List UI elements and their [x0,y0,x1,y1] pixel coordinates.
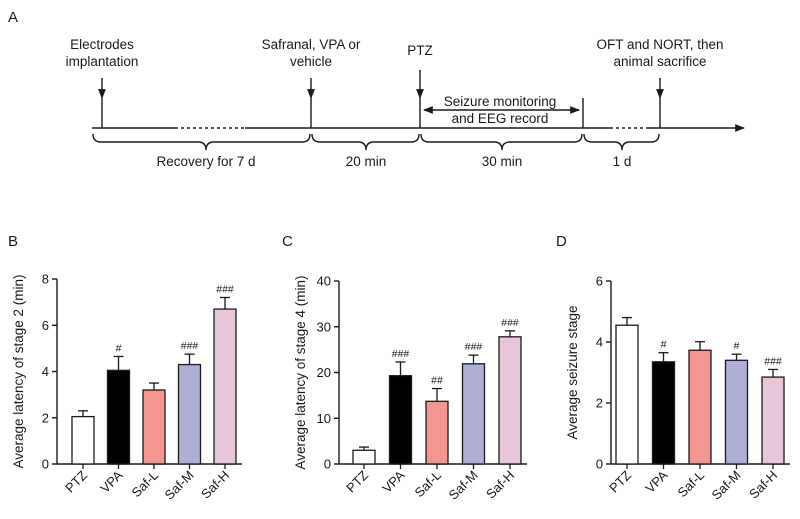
x-tick-label: Saf-L [675,468,708,501]
x-tick-label: Saf-H [198,468,232,502]
chart-latency-stage4: 0 10 20 30 40 Average latency of stage 4 (min… [293,274,527,503]
event-3-line1: PTZ [407,43,433,58]
bar-vpa [106,369,131,465]
significance-mark: ## [431,375,443,387]
x-tick-label: VPA [379,467,408,496]
bar-vpa [651,361,676,465]
y-tick-label: 8 [42,272,49,287]
y-tick-label: 4 [42,364,49,379]
bar-saf-l [425,400,449,465]
y-tick-label: 0 [596,457,603,472]
significance-mark: ### [764,355,782,367]
brace-20min [311,133,420,151]
bar-ptz [352,449,376,465]
monitoring-line2: and EEG record [452,111,549,126]
x-tick-label: VPA [642,467,671,496]
x-tick-label: Saf-M [708,468,743,503]
y-tick-label: 4 [596,335,603,350]
y-tick-label: 2 [596,396,603,411]
y-tick-label: 6 [596,274,603,289]
x-tick-label: Saf-H [746,468,780,502]
bar-saf-h [761,376,785,465]
significance-mark: # [116,342,122,354]
y-axis-label: Average seizure stage [565,305,580,439]
x-tick-label: PTZ [606,467,634,495]
y-tick-label: 20 [317,365,331,380]
x-tick-label: Saf-M [161,468,196,503]
bar-saf-l [142,389,166,465]
panel-label-d: D [556,233,567,250]
y-tick-label: 30 [317,319,331,334]
interval-recovery: Recovery for 7 d [156,154,255,169]
x-tick-label: Saf-L [129,468,162,501]
x-tick-label: PTZ [343,467,371,495]
brace-30min [420,133,583,151]
interval-1d: 1 d [613,154,632,169]
y-axis-label: Average latency of stage 2 (min) [11,274,26,468]
x-tick-label: PTZ [62,467,90,495]
y-tick-label: 0 [42,457,49,472]
bar-saf-h [213,308,237,465]
x-tick-label: Saf-H [483,468,517,502]
event-4-line1: OFT and NORT, then [596,37,723,52]
bar-ptz [71,415,95,465]
monitoring-line1: Seizure monitoring [444,94,557,109]
bar-saf-h [498,336,522,465]
event-2-line1: Safranal, VPA or [262,37,361,52]
significance-mark: ### [465,341,483,353]
bar-saf-m [724,359,749,465]
y-tick-label: 40 [317,274,331,289]
bar-ptz [615,324,639,465]
event-2-line2: vehicle [290,54,332,69]
event-1-line1: Electrodes [70,37,134,52]
significance-mark: # [734,340,740,352]
y-tick-label: 6 [42,318,49,333]
interval-20min: 20 min [346,154,387,169]
bar-saf-m [177,363,202,465]
panel-label-b: B [8,233,18,250]
event-1-line2: implantation [66,54,139,69]
chart-latency-stage2: 0 2 4 6 8 Average latency of stage 2 (min) PTZ… [11,272,242,503]
significance-mark: ### [392,348,410,360]
panel-label-c: C [282,233,293,250]
brace-recovery [92,133,311,151]
y-tick-label: 0 [324,457,331,472]
x-tick-label: Saf-L [412,468,445,501]
y-tick-label: 10 [317,411,331,426]
timeline-panel: A Electrodes implantation Safranal, VPA … [8,9,745,169]
chart-seizure-stage: 0 2 4 6 Average seizure stage PTZ # VPA Saf-L # Sa… [565,274,790,503]
significance-mark: # [661,339,667,351]
y-axis-label: Average latency of stage 4 (min) [293,275,308,469]
event-4-line2: animal sacrifice [613,54,706,69]
bar-saf-l [688,349,712,465]
x-tick-label: VPA [97,467,126,496]
significance-mark: ### [216,284,234,296]
bar-vpa [388,375,413,465]
x-tick-label: Saf-M [445,468,480,503]
interval-30min: 30 min [482,154,523,169]
bar-saf-m [461,363,486,465]
significance-mark: ### [181,340,199,352]
significance-mark: ### [501,317,519,329]
brace-1d [583,133,660,151]
panel-label-a: A [8,9,18,26]
y-tick-label: 2 [42,410,49,425]
